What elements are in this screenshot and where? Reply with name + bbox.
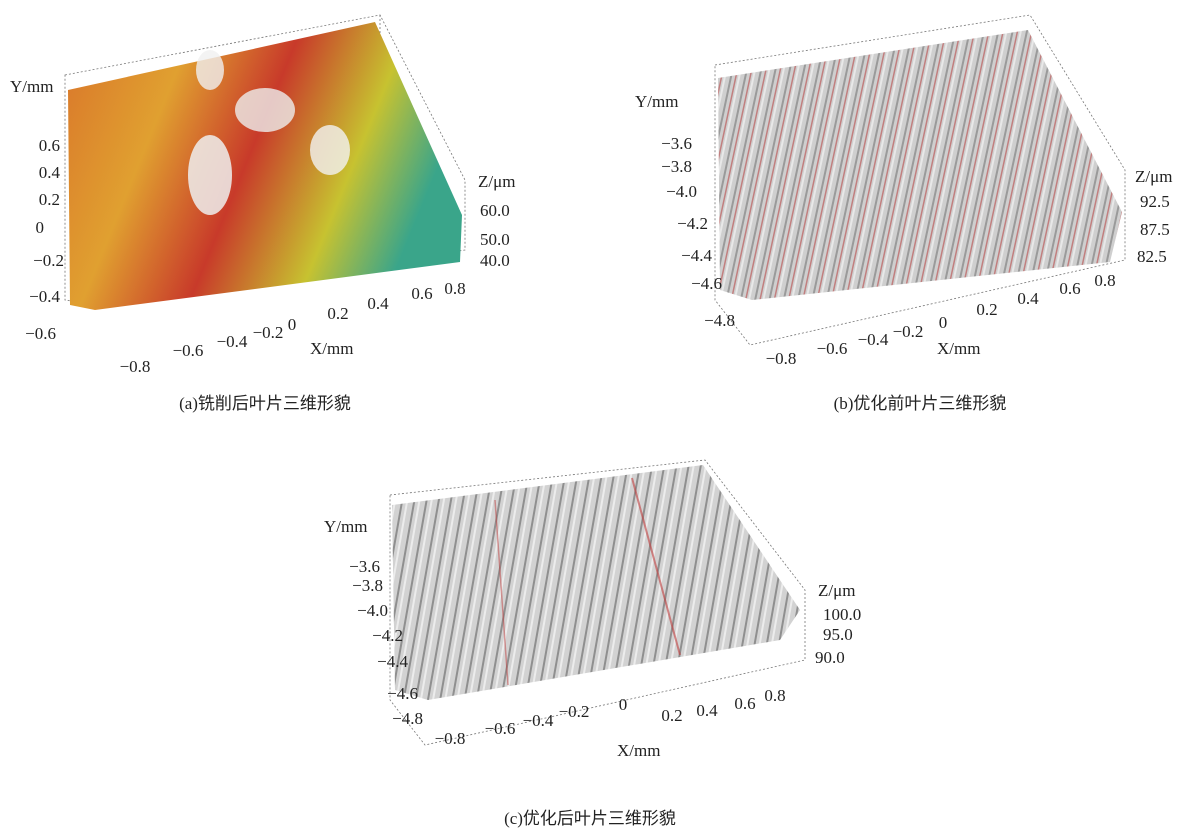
z-tick-label: 40.0	[480, 251, 510, 270]
z-axis-label: Z/μm	[818, 581, 855, 600]
y-tick-label: −4.6	[387, 684, 418, 703]
x-axis-label: X/mm	[617, 741, 660, 760]
y-tick-label: 0	[36, 218, 45, 237]
z-tick-label: 87.5	[1140, 220, 1170, 239]
y-tick-label: −4.0	[357, 601, 388, 620]
x-tick-label: 0.6	[411, 284, 432, 303]
z-axis-label: Z/μm	[478, 172, 515, 191]
x-tick-label: 0.2	[661, 706, 682, 725]
z-tick-label: 95.0	[823, 625, 853, 644]
y-axis-label: Y/mm	[324, 517, 367, 536]
y-axis-label: Y/mm	[10, 77, 53, 96]
x-tick-label: −0.4	[523, 711, 554, 730]
x-tick-label: 0.4	[696, 701, 718, 720]
x-tick-label: 0.6	[1059, 279, 1080, 298]
y-tick-label: 0.4	[39, 163, 61, 182]
x-tick-label: 0.8	[1094, 271, 1115, 290]
z-tick-label: 90.0	[815, 648, 845, 667]
x-tick-label: −0.4	[858, 330, 889, 349]
y-tick-label: 0.2	[39, 190, 60, 209]
y-tick-label: −3.8	[661, 157, 692, 176]
y-tick-label: −4.4	[377, 652, 408, 671]
x-tick-label: 0.8	[444, 279, 465, 298]
y-tick-label: 0.6	[39, 136, 60, 155]
x-tick-label: −0.2	[893, 322, 924, 341]
y-tick-label: −0.4	[29, 287, 60, 306]
x-tick-label: 0.4	[1017, 289, 1039, 308]
x-tick-label: −0.2	[559, 702, 590, 721]
x-tick-label: −0.4	[217, 332, 248, 351]
y-tick-label: −4.6	[691, 274, 722, 293]
x-tick-label: 0.2	[327, 304, 348, 323]
x-tick-label: 0	[288, 315, 297, 334]
x-axis-label: X/mm	[310, 339, 353, 358]
caption: (b)优化前叶片三维形貌	[834, 394, 1007, 413]
x-tick-label: 0.2	[976, 300, 997, 319]
z-tick-label: 92.5	[1140, 192, 1170, 211]
figure: (a)铣削后叶片三维形貌Y/mmX/mmZ/μm0.60.40.20−0.2−0…	[0, 0, 1182, 835]
y-tick-label: −4.8	[704, 311, 735, 330]
z-axis-label: Z/μm	[1135, 167, 1172, 186]
z-tick-label: 82.5	[1137, 247, 1167, 266]
x-tick-label: −0.6	[485, 719, 516, 738]
z-tick-label: 60.0	[480, 201, 510, 220]
y-tick-label: −3.6	[349, 557, 380, 576]
y-tick-label: −0.6	[25, 324, 56, 343]
x-tick-label: 0.4	[367, 294, 389, 313]
caption: (a)铣削后叶片三维形貌	[179, 394, 351, 413]
caption: (c)优化后叶片三维形貌	[504, 809, 676, 828]
x-tick-label: −0.6	[173, 341, 204, 360]
x-tick-label: −0.2	[253, 323, 284, 342]
y-tick-label: −3.6	[661, 134, 692, 153]
x-tick-label: −0.8	[766, 349, 797, 368]
y-tick-label: −4.2	[372, 626, 403, 645]
y-tick-label: −4.8	[392, 709, 423, 728]
x-tick-label: 0.8	[764, 686, 785, 705]
y-tick-label: −4.4	[681, 246, 712, 265]
y-axis-label: Y/mm	[635, 92, 678, 111]
x-tick-label: 0.6	[734, 694, 755, 713]
x-tick-label: −0.6	[817, 339, 848, 358]
y-tick-label: −4.0	[666, 182, 697, 201]
x-axis-label: X/mm	[937, 339, 980, 358]
x-tick-label: −0.8	[120, 357, 151, 376]
x-tick-label: 0	[619, 695, 628, 714]
z-tick-label: 50.0	[480, 230, 510, 249]
y-tick-label: −3.8	[352, 576, 383, 595]
surface-a	[65, 15, 465, 310]
y-tick-label: −4.2	[677, 214, 708, 233]
x-tick-label: −0.8	[435, 729, 466, 748]
y-tick-label: −0.2	[33, 251, 64, 270]
z-tick-label: 100.0	[823, 605, 861, 624]
x-tick-label: 0	[939, 313, 948, 332]
